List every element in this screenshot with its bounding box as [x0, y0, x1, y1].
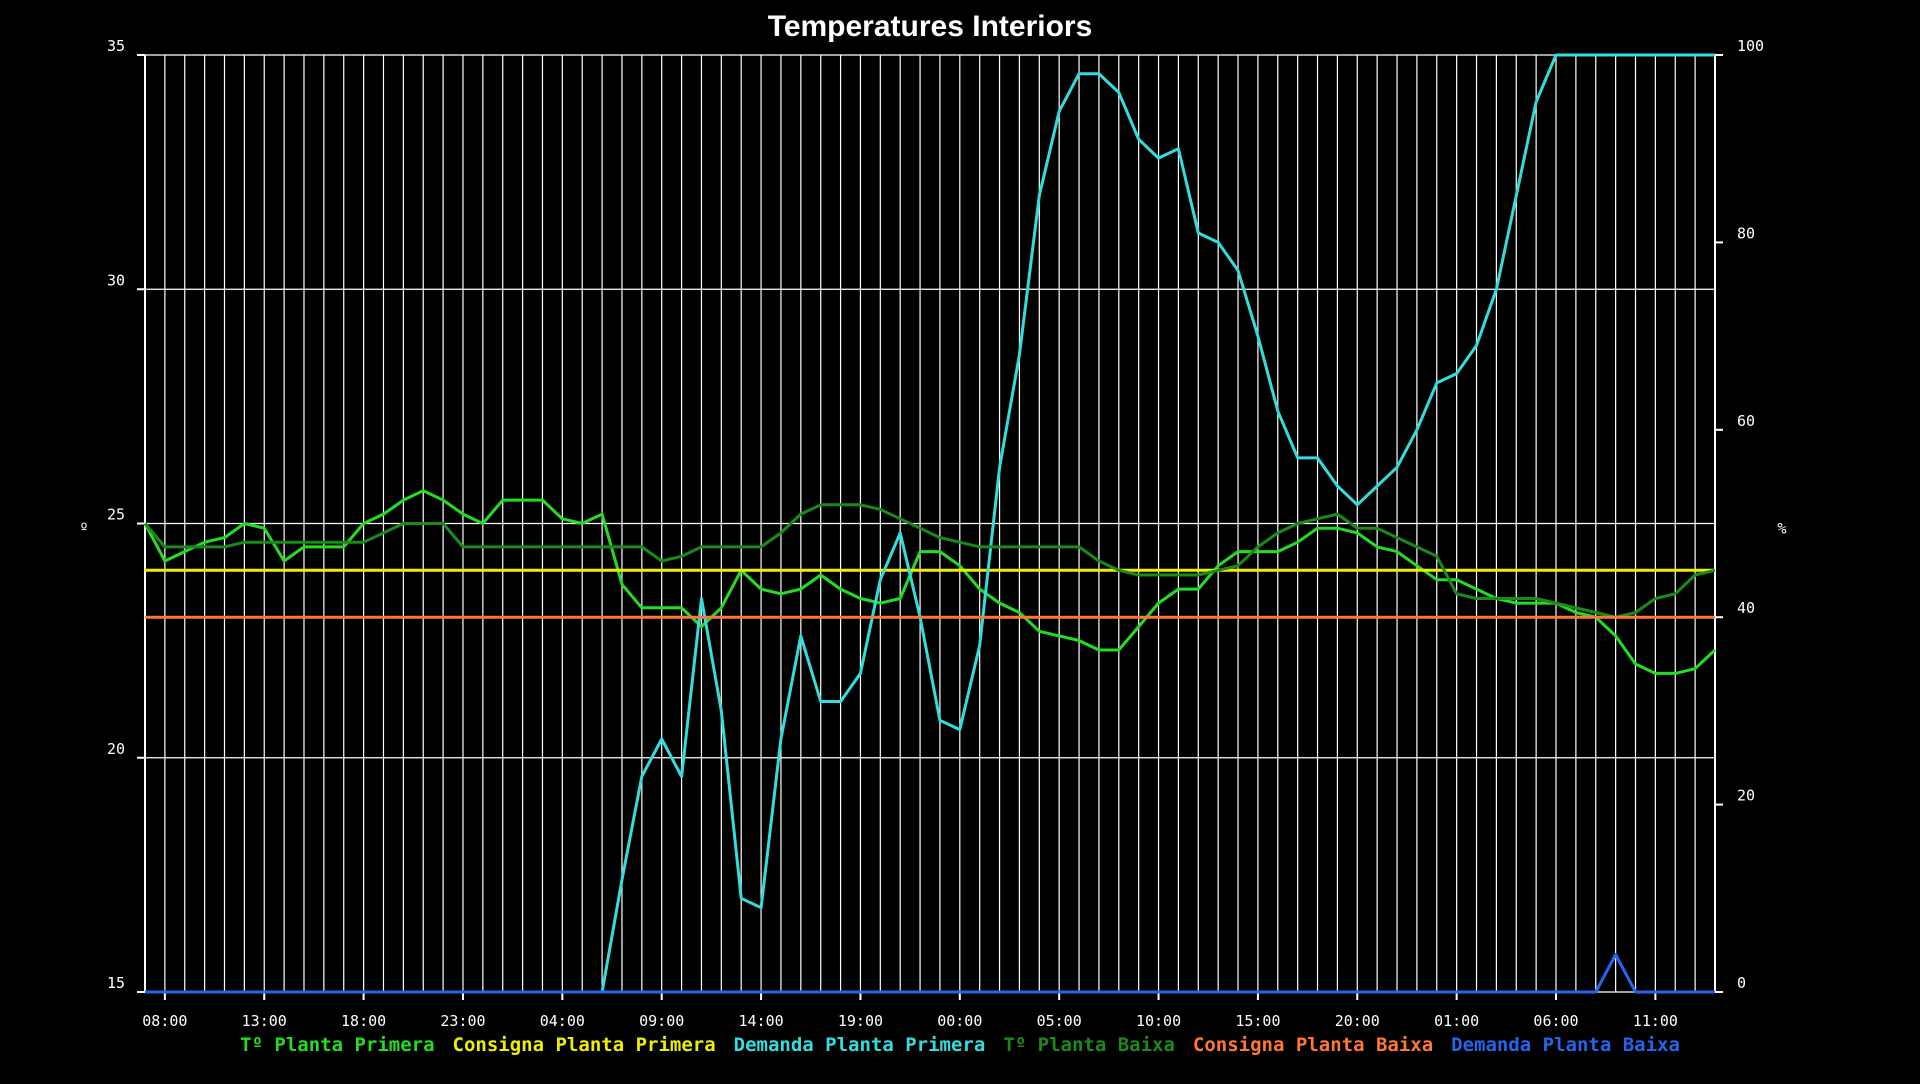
- x-tick-label: 19:00: [838, 1012, 883, 1030]
- x-tick-label: 18:00: [341, 1012, 386, 1030]
- x-tick-label: 10:00: [1136, 1012, 1181, 1030]
- series-line-t-planta-primera: [143, 489, 1717, 675]
- y-tick-label-left: 15: [107, 974, 125, 992]
- x-tick-label: 01:00: [1434, 1012, 1479, 1030]
- y-tick-label-right: 0: [1737, 974, 1746, 992]
- legend-item: Consigna Planta Baixa: [1192, 1034, 1434, 1056]
- series-line-demanda-planta-primera: [145, 53, 1715, 994]
- x-tick-label: 04:00: [540, 1012, 585, 1030]
- y-tick-label-right: 40: [1737, 599, 1755, 617]
- y-tick-label-right: 20: [1737, 787, 1755, 805]
- x-tick-label: 14:00: [738, 1012, 783, 1030]
- x-tick-label: 13:00: [242, 1012, 287, 1030]
- x-tick-label: 08:00: [142, 1012, 187, 1030]
- x-tick-label: 09:00: [639, 1012, 684, 1030]
- legend-item: Tº Planta Primera: [240, 1034, 435, 1056]
- x-tick-label: 15:00: [1235, 1012, 1280, 1030]
- x-tick-label: 11:00: [1633, 1012, 1678, 1030]
- x-tick-label: 20:00: [1335, 1012, 1380, 1030]
- y-axis-label-right: %: [1777, 520, 1786, 538]
- series-line-demanda-planta-baixa: [145, 953, 1715, 994]
- x-tick-label: 00:00: [937, 1012, 982, 1030]
- x-tick-label: 05:00: [1037, 1012, 1082, 1030]
- y-tick-label-right: 80: [1737, 224, 1755, 242]
- legend-item: Demanda Planta Primera: [733, 1034, 986, 1056]
- y-tick-label-right: 100: [1737, 37, 1764, 55]
- y-tick-label-left: 20: [107, 740, 125, 758]
- chart-title: Temperatures Interiors: [767, 10, 1093, 43]
- x-tick-label: 06:00: [1533, 1012, 1578, 1030]
- y-tick-label-left: 25: [107, 506, 125, 524]
- y-axis-label-left: º: [79, 520, 88, 538]
- series-line-t-planta-baixa: [143, 503, 1716, 619]
- legend-item: Tº Planta Baixa: [1003, 1034, 1175, 1056]
- y-tick-label-left: 30: [107, 271, 125, 289]
- x-tick-label: 23:00: [440, 1012, 485, 1030]
- legend-item: Demanda Planta Baixa: [1451, 1034, 1680, 1056]
- y-tick-label-right: 60: [1737, 412, 1755, 430]
- y-tick-label-left: 35: [107, 37, 125, 55]
- legend: Tº Planta Primera Consigna Planta Primera…: [0, 1034, 1920, 1056]
- legend-item: Consigna Planta Primera: [452, 1034, 716, 1056]
